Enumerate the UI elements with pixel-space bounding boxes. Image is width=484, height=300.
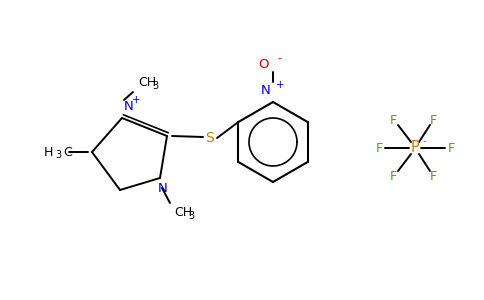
Text: 3: 3 (188, 211, 194, 221)
Text: N: N (261, 85, 271, 98)
Text: CH: CH (138, 76, 156, 89)
Text: CH: CH (174, 206, 192, 220)
Text: F: F (390, 113, 396, 127)
Text: N: N (124, 100, 134, 112)
Text: O: O (258, 58, 269, 70)
Text: F: F (447, 142, 454, 154)
Text: F: F (390, 169, 396, 182)
Text: -: - (277, 53, 281, 63)
Text: S: S (206, 131, 214, 145)
Text: F: F (429, 169, 437, 182)
Text: -: - (422, 136, 426, 146)
Text: 3: 3 (152, 81, 158, 91)
Text: +: + (276, 80, 284, 90)
Text: F: F (429, 113, 437, 127)
Text: +: + (132, 95, 140, 105)
Text: H: H (43, 146, 53, 158)
Text: N: N (158, 182, 168, 194)
Text: 3: 3 (55, 150, 61, 160)
Text: F: F (376, 142, 382, 154)
Text: C: C (63, 146, 72, 158)
Text: P: P (410, 140, 419, 155)
